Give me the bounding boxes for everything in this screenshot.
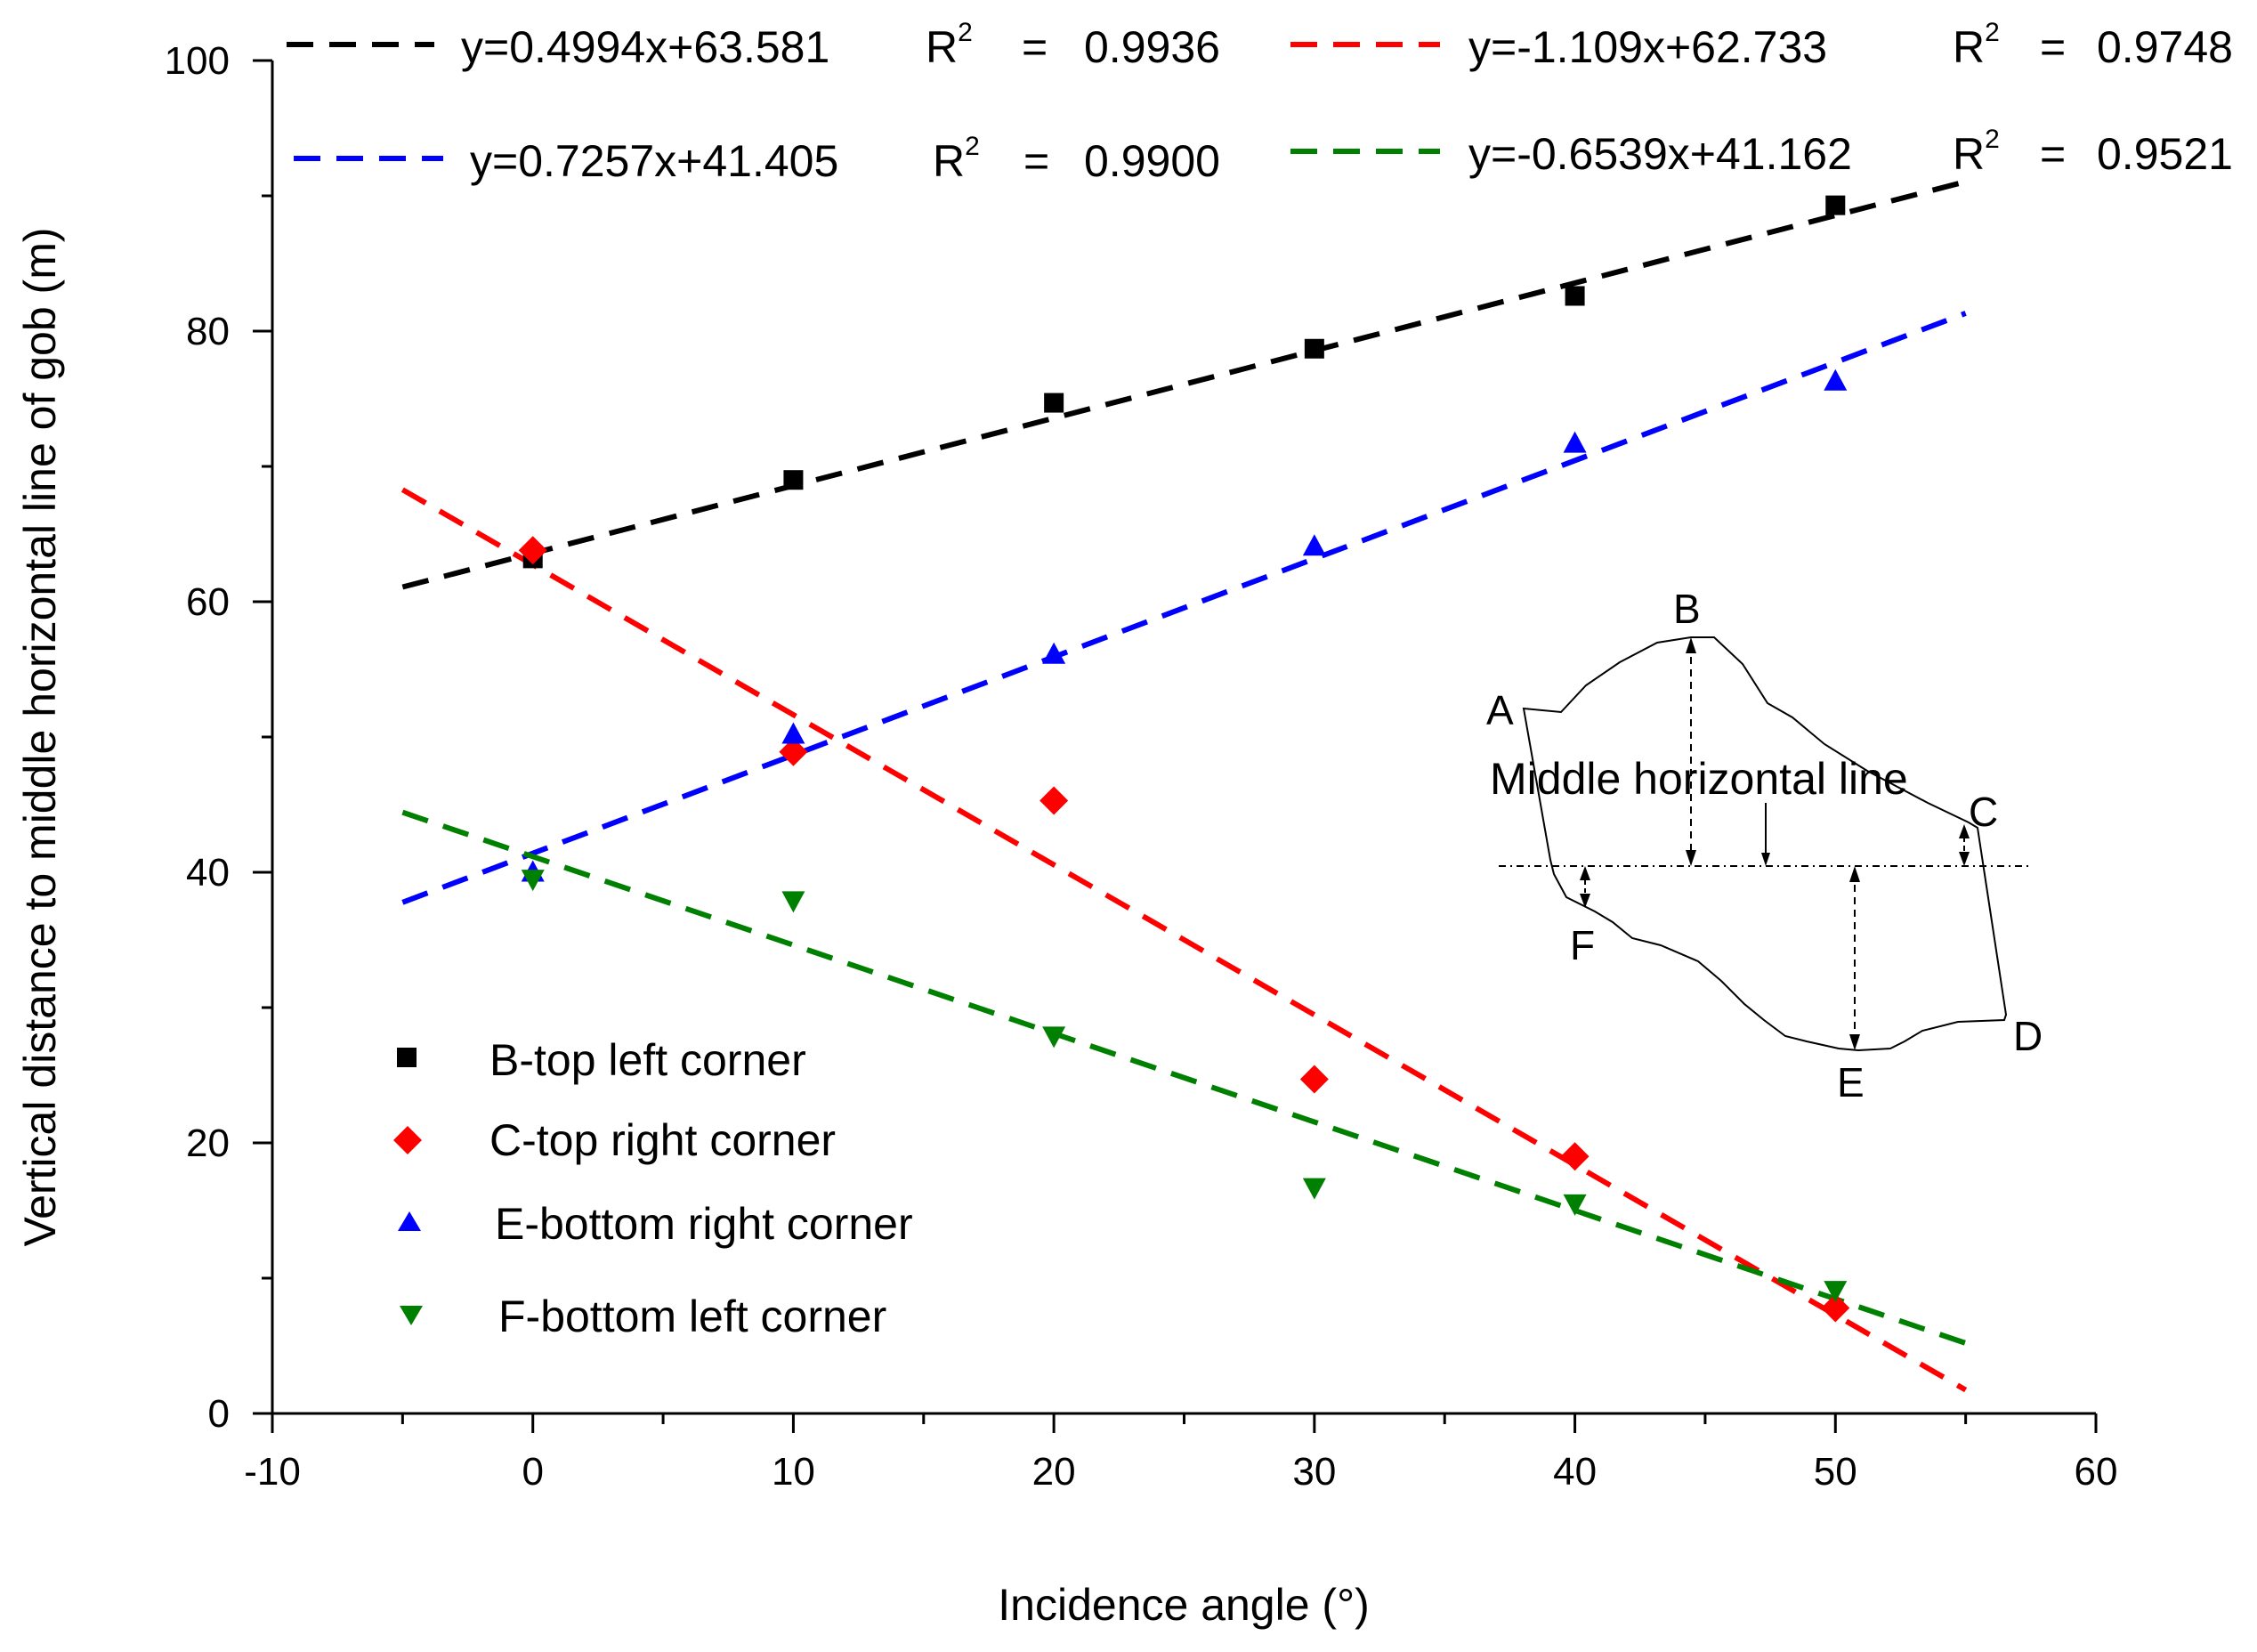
point-label-c: C	[1969, 789, 1998, 835]
x-tick-label: 20	[1032, 1450, 1076, 1494]
point-label-f: F	[1570, 922, 1595, 968]
e-arrow-head-down	[1849, 1034, 1860, 1050]
x-tick-label: -10	[244, 1450, 301, 1494]
b-arrow-head-up	[1686, 637, 1696, 653]
marker-b	[1825, 195, 1846, 215]
marker-c	[1821, 1293, 1850, 1323]
y-tick-label: 40	[186, 851, 230, 895]
y-tick-label: 80	[186, 310, 230, 353]
fit-r2-equals-f: =	[2040, 129, 2066, 179]
marker-f	[1563, 1194, 1587, 1216]
fit-line-f	[401, 809, 1967, 1346]
legend-label-c: C-top right corner	[489, 1115, 836, 1165]
point-label-b: B	[1673, 586, 1701, 632]
fit-equation-c: y=-1.109x+62.733	[1468, 22, 1827, 72]
legend-marker-e	[398, 1211, 421, 1231]
fit-r2-value-c: 0.9748	[2097, 22, 2233, 72]
x-tick-label: 50	[1814, 1450, 1857, 1494]
y-tick-label: 60	[186, 580, 230, 624]
legend-marker-c	[393, 1126, 422, 1154]
marker-f	[521, 870, 545, 892]
legend-label-e: E-bottom right corner	[495, 1199, 913, 1249]
fit-r2-label-c: R2	[1953, 18, 2000, 72]
f-arrow-head-up	[1580, 866, 1590, 880]
point-label-d: D	[2013, 1013, 2043, 1059]
x-tick-label: 40	[1553, 1450, 1597, 1494]
axis-ticks	[253, 59, 2098, 1433]
fit-line-c	[400, 487, 1968, 1393]
b-arrow-head-down	[1686, 850, 1696, 866]
f-arrow-head-down	[1580, 894, 1590, 908]
fit-r2-value-e: 0.9900	[1084, 136, 1220, 186]
marker-f	[1824, 1281, 1848, 1303]
marker-c	[518, 536, 547, 565]
x-tick-label: 0	[522, 1450, 543, 1494]
fit-r2-equals-b: =	[1022, 22, 1048, 72]
legend-label-f: F-bottom left corner	[498, 1292, 886, 1341]
marker-c	[1560, 1142, 1590, 1171]
fit-r2-label-b: R2	[926, 18, 973, 72]
gob-inset-diagram: Middle horizontal line A B C D E F	[1486, 586, 2043, 1105]
marker-b	[1304, 338, 1324, 359]
marker-e	[781, 722, 805, 744]
marker-c	[779, 737, 808, 766]
axis-tick-labels: -10 0 10 20 30 40 50 60 0 20 40 60 80 100	[165, 39, 2118, 1494]
middle-line-label: Middle horizontal line	[1490, 754, 1908, 804]
e-arrow-head-up	[1849, 866, 1860, 882]
fit-line-e	[401, 311, 1967, 905]
y-axis-title: Vertical distance to middle horizontal l…	[15, 227, 65, 1246]
marker-e	[1042, 642, 1066, 664]
y-tick-label: 100	[165, 39, 230, 83]
fit-r2-equals-c: =	[2040, 22, 2066, 72]
fit-r2-label-e: R2	[933, 132, 980, 186]
marker-b	[1565, 286, 1585, 306]
fit-equation-e: y=0.7257x+41.405	[470, 136, 838, 186]
fit-equation-legend: y=0.4994x+63.581 R2 = 0.9936 y=-1.109x+6…	[287, 18, 2233, 186]
gob-outline	[1522, 636, 2008, 1052]
marker-b	[783, 470, 804, 490]
x-axis-title: Incidence angle (°)	[998, 1580, 1369, 1630]
data-markers	[518, 195, 1850, 1323]
marker-c	[1040, 786, 1069, 815]
fit-r2-equals-e: =	[1023, 136, 1049, 186]
point-label-a: A	[1486, 687, 1514, 733]
marker-f	[781, 891, 805, 913]
y-tick-label: 20	[186, 1122, 230, 1165]
x-tick-label: 60	[2075, 1450, 2118, 1494]
marker-f	[1042, 1026, 1066, 1049]
legend-label-b: B-top left corner	[489, 1035, 806, 1085]
marker-e	[1563, 431, 1587, 453]
x-tick-label: 30	[1292, 1450, 1336, 1494]
point-label-e: E	[1837, 1059, 1865, 1105]
x-tick-label: 10	[772, 1450, 815, 1494]
marker-e	[1302, 534, 1326, 556]
marker-b	[1044, 393, 1064, 413]
marker-e	[1824, 368, 1848, 391]
fit-equation-b: y=0.4994x+63.581	[461, 22, 829, 72]
middle-line-pointer-head	[1761, 853, 1770, 866]
y-tick-label: 0	[208, 1392, 230, 1436]
legend-marker-b	[397, 1048, 417, 1067]
fit-line-b	[401, 179, 1967, 590]
legend-marker-f	[400, 1306, 423, 1325]
fit-r2-label-f: R2	[1953, 125, 2000, 179]
c-arrow-head-down	[1959, 852, 1970, 866]
fit-equation-f: y=-0.6539x+41.162	[1468, 129, 1852, 179]
marker-c	[1299, 1065, 1329, 1094]
fit-r2-value-b: 0.9936	[1084, 22, 1220, 72]
series-legend: B-top left corner C-top right corner E-b…	[393, 1035, 913, 1341]
c-arrow-head-up	[1959, 824, 1970, 838]
marker-f	[1302, 1178, 1326, 1200]
fit-lines	[400, 179, 1968, 1393]
fit-r2-value-f: 0.9521	[2097, 129, 2233, 179]
